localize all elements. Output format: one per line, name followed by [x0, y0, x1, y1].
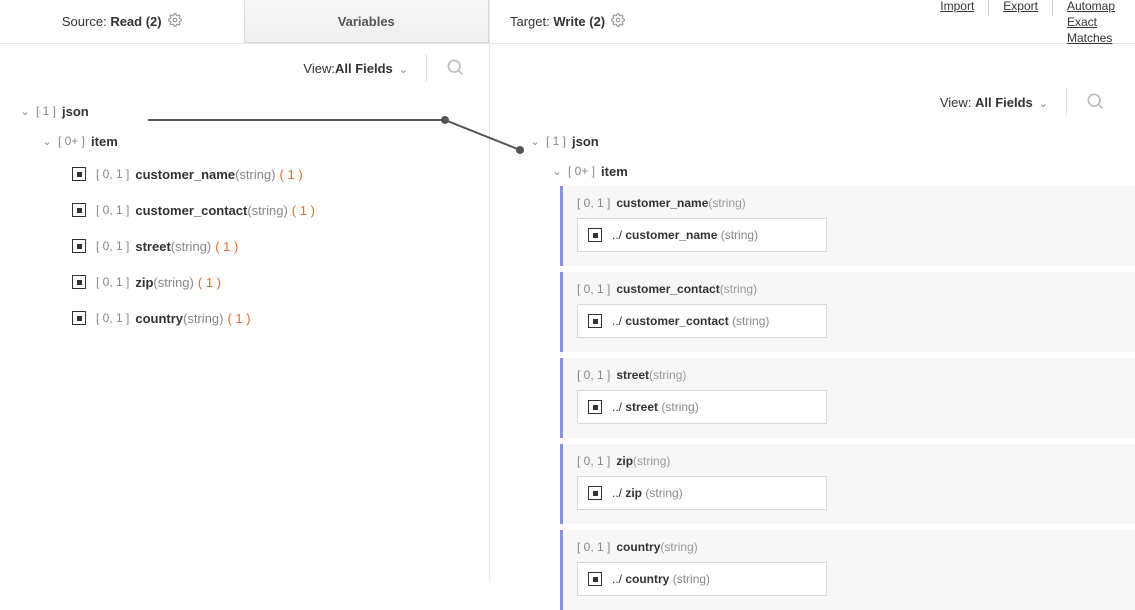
gear-icon[interactable] — [168, 13, 182, 30]
divider — [1052, 1, 1053, 15]
field-node-icon — [72, 275, 86, 289]
target-field-header[interactable]: [ 0, 1 ] street (string) — [577, 368, 1121, 382]
target-field-group: [ 0, 1 ] customer_contact (string) ../ cu… — [560, 272, 1135, 352]
field-node-icon — [72, 167, 86, 181]
source-field-row[interactable]: [ 0, 1 ]customer_contact (string) ( 1 ) — [0, 192, 489, 228]
target-field-header[interactable]: [ 0, 1 ] customer_name (string) — [577, 196, 1121, 210]
target-toolbar: View: All Fields⌄ — [490, 78, 1135, 126]
target-field-group: [ 0, 1 ] customer_name (string) ../ custo… — [560, 186, 1135, 266]
tab-source-label: Source: Read (2) — [62, 14, 162, 29]
field-node-icon — [72, 203, 86, 217]
mapping-box[interactable]: ../ street (string) — [577, 390, 827, 424]
import-link[interactable]: Import — [940, 0, 974, 13]
chevron-down-icon: ⌄ — [18, 105, 32, 118]
tree-node-json[interactable]: ⌄ [ 1 ] json — [0, 96, 489, 126]
tree-node-item[interactable]: ⌄ [ 0+ ] item — [0, 126, 489, 156]
field-node-icon — [588, 400, 602, 414]
divider — [1066, 88, 1067, 116]
target-field-group: [ 0, 1 ] zip (string) ../ zip (string) — [560, 444, 1135, 524]
target-field-group: [ 0, 1 ] country (string) ../ country (st… — [560, 530, 1135, 610]
field-node-icon — [588, 572, 602, 586]
tab-variables[interactable]: Variables — [244, 0, 490, 43]
export-link[interactable]: Export — [1003, 0, 1038, 13]
source-tabs: Source: Read (2) Variables — [0, 0, 489, 44]
header-links: Import Export Automap Exact Matches — [940, 0, 1115, 45]
chevron-down-icon: ⌄ — [550, 165, 564, 178]
chevron-down-icon: ⌄ — [1039, 98, 1048, 110]
source-pane: Source: Read (2) Variables View:All Fiel… — [0, 0, 490, 581]
mapping-box[interactable]: ../ customer_name (string) — [577, 218, 827, 252]
target-field-header[interactable]: [ 0, 1 ] country (string) — [577, 540, 1121, 554]
field-node-icon — [588, 314, 602, 328]
source-field-row[interactable]: [ 0, 1 ]street (string) ( 1 ) — [0, 228, 489, 264]
target-title: Target: Write (2) — [510, 14, 605, 29]
tab-variables-label: Variables — [338, 14, 395, 29]
field-node-icon — [72, 311, 86, 325]
tab-source[interactable]: Source: Read (2) — [0, 0, 244, 43]
view-filter[interactable]: View: All Fields⌄ — [940, 95, 1048, 110]
view-filter[interactable]: View:All Fields⌄ — [303, 61, 408, 76]
search-icon[interactable] — [445, 57, 465, 80]
target-field-group: [ 0, 1 ] street (string) ../ street (stri… — [560, 358, 1135, 438]
target-field-header[interactable]: [ 0, 1 ] zip (string) — [577, 454, 1121, 468]
chevron-down-icon: ⌄ — [40, 135, 54, 148]
source-field-row[interactable]: [ 0, 1 ]customer_name (string) ( 1 ) — [0, 156, 489, 192]
tree-node-json[interactable]: ⌄ [ 1 ] json — [520, 126, 1135, 156]
field-node-icon — [588, 486, 602, 500]
target-header: Target: Write (2) Import Export Automap … — [490, 0, 1135, 44]
divider — [988, 1, 989, 15]
gear-icon[interactable] — [611, 13, 625, 30]
chevron-down-icon: ⌄ — [399, 64, 408, 76]
source-toolbar: View:All Fields⌄ — [0, 44, 489, 92]
field-node-icon — [72, 239, 86, 253]
target-pane: Target: Write (2) Import Export Automap … — [490, 0, 1135, 581]
target-tree: ⌄ [ 1 ] json ⌄ [ 0+ ] item [ 0, 1 ] cust… — [490, 126, 1135, 610]
target-field-header[interactable]: [ 0, 1 ] customer_contact (string) — [577, 282, 1121, 296]
field-node-icon — [588, 228, 602, 242]
source-tree: ⌄ [ 1 ] json ⌄ [ 0+ ] item [ 0, 1 ]custo… — [0, 92, 489, 336]
tree-node-item[interactable]: ⌄ [ 0+ ] item — [520, 156, 1135, 186]
mapping-box[interactable]: ../ customer_contact (string) — [577, 304, 827, 338]
divider — [426, 54, 427, 82]
chevron-down-icon: ⌄ — [528, 135, 542, 148]
mapping-box[interactable]: ../ zip (string) — [577, 476, 827, 510]
mapping-box[interactable]: ../ country (string) — [577, 562, 827, 596]
search-icon[interactable] — [1085, 91, 1105, 114]
source-field-row[interactable]: [ 0, 1 ]country (string) ( 1 ) — [0, 300, 489, 336]
source-field-row[interactable]: [ 0, 1 ]zip (string) ( 1 ) — [0, 264, 489, 300]
automap-link-group[interactable]: Automap Exact Matches — [1067, 0, 1115, 45]
